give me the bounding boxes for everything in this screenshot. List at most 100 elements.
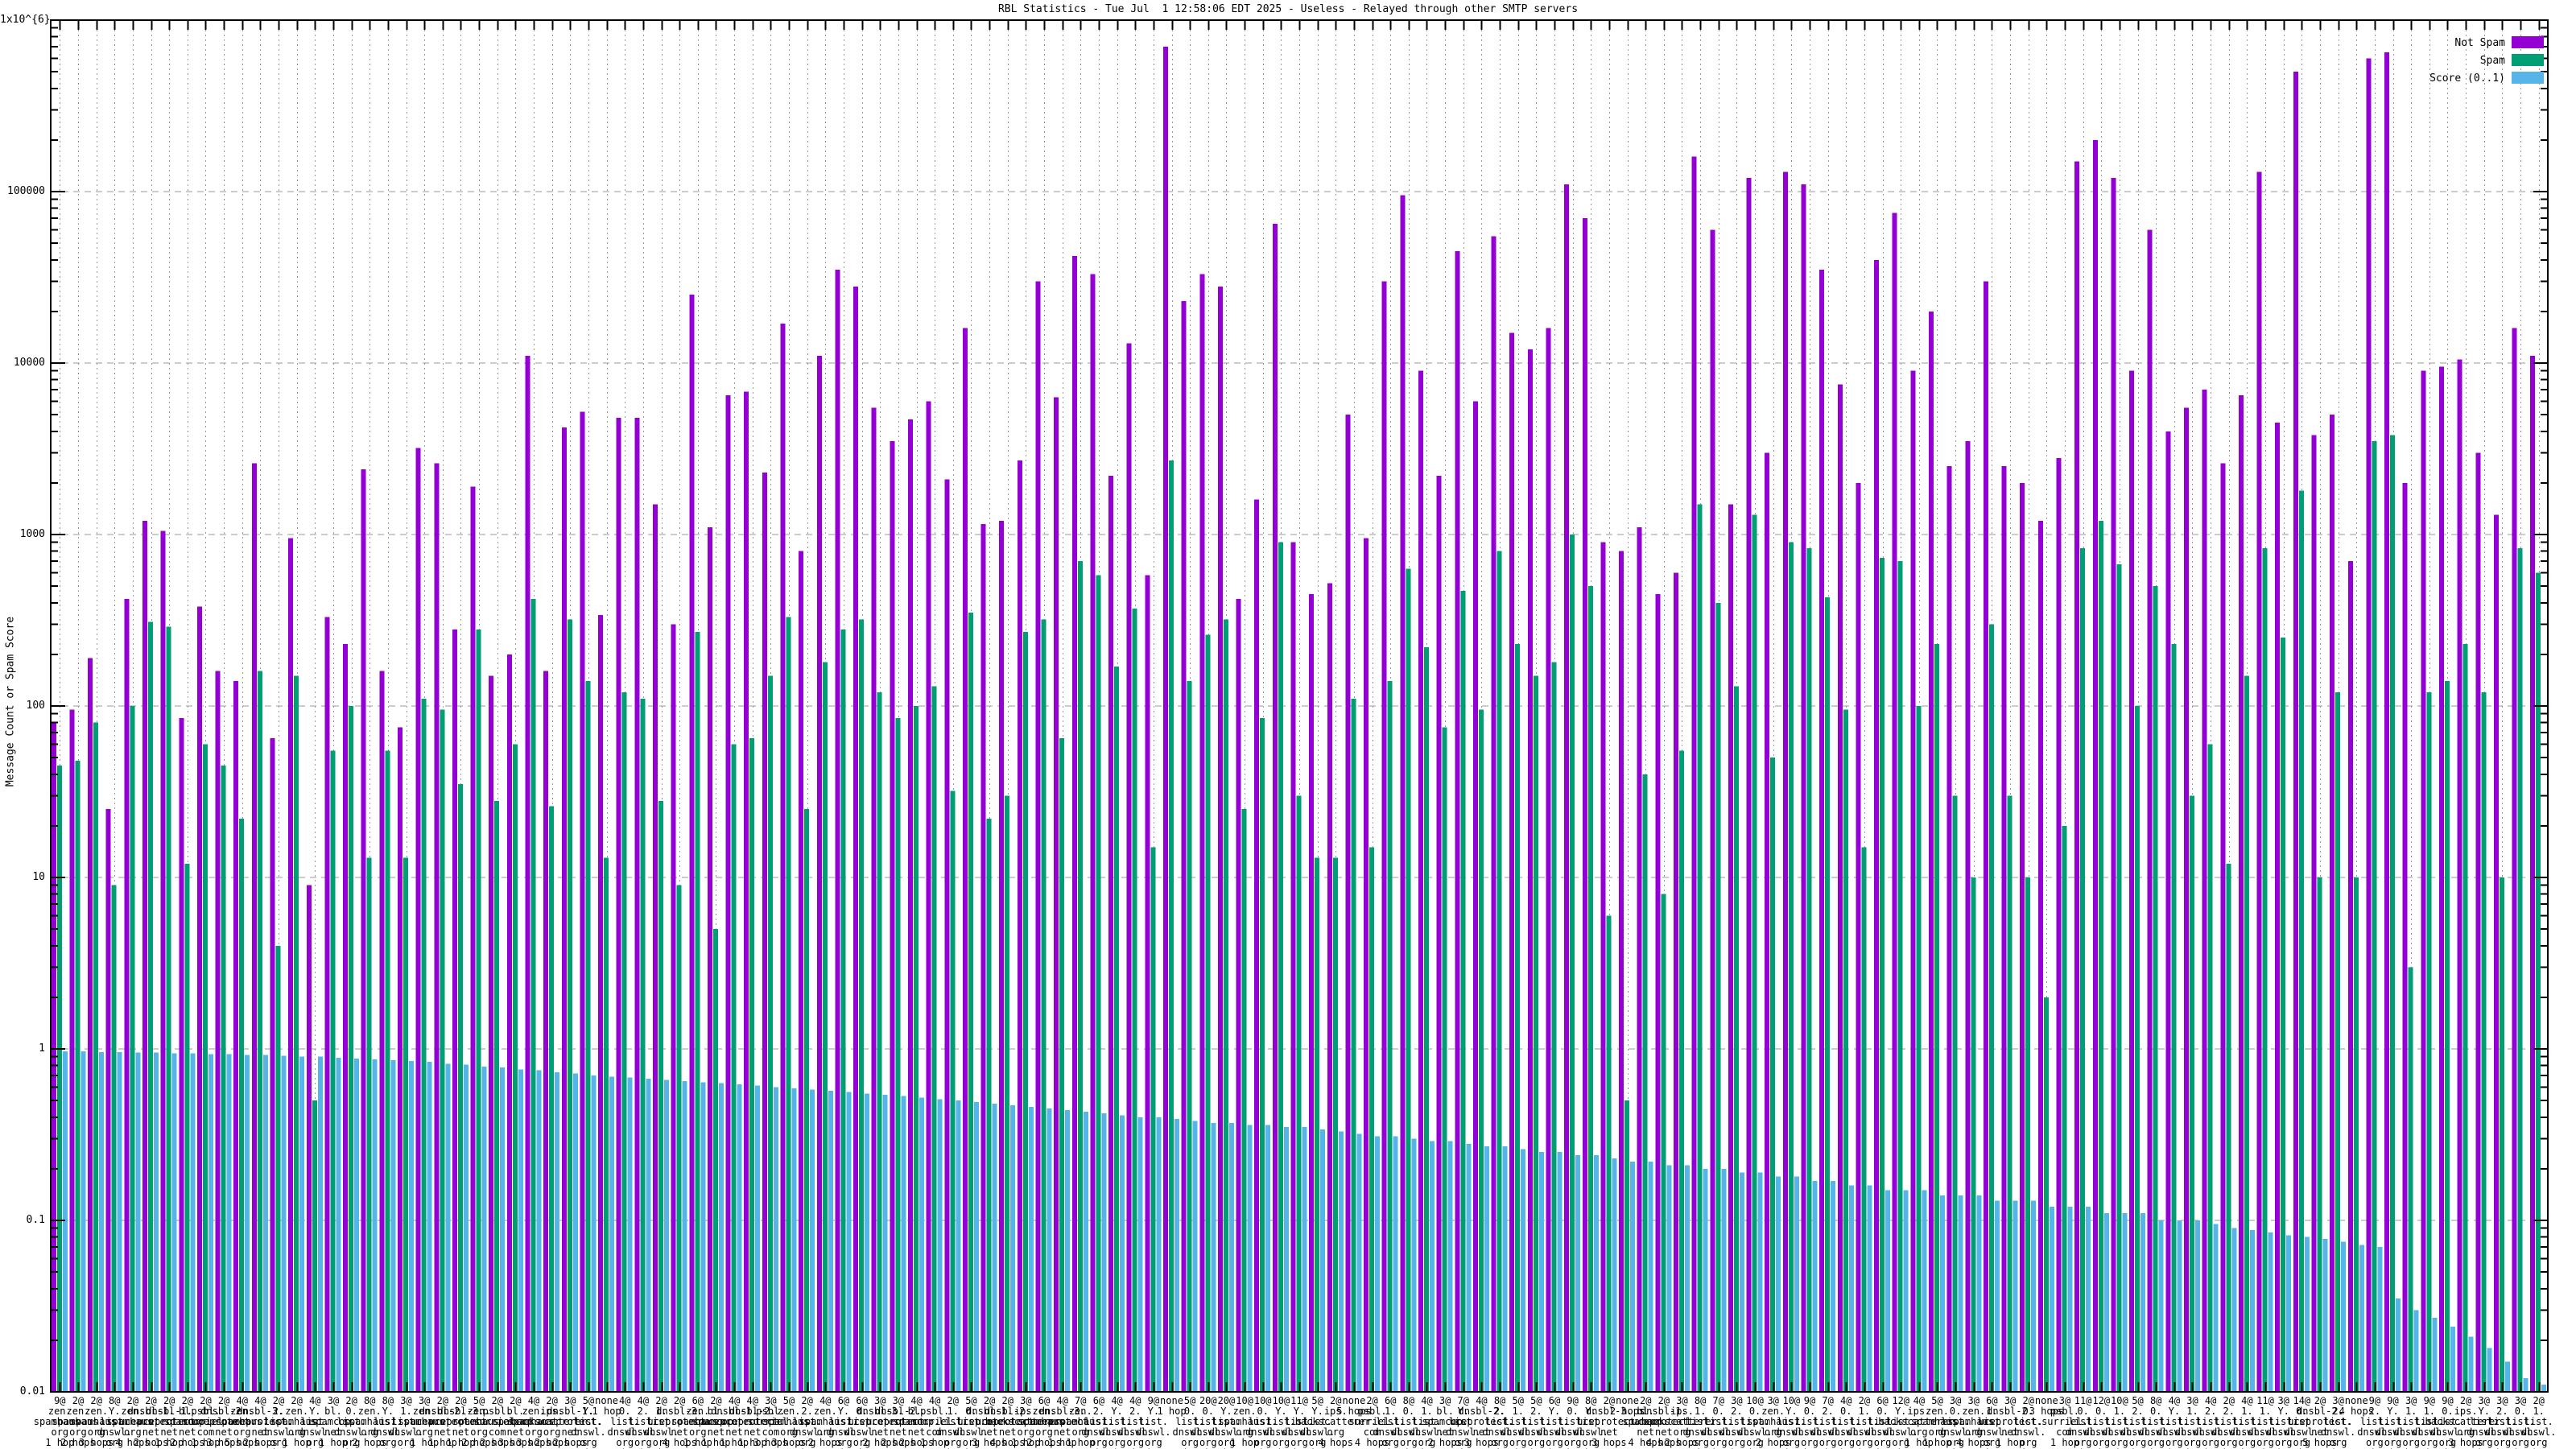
x-tick-label: 2@ 0. list. dnswl. org 2 hops — [333, 1395, 369, 1449]
bar-score — [846, 1092, 852, 1392]
bar-score — [956, 1100, 961, 1392]
legend-swatch — [2512, 54, 2544, 66]
x-tick-label: 8@ 0. list. dnswl. org 4 hops — [2138, 1395, 2174, 1449]
bar-score — [2031, 1200, 2037, 1392]
bar-score — [2177, 1220, 2182, 1392]
bar-score — [1994, 1200, 2000, 1392]
bar-spam — [1515, 644, 1521, 1392]
bar-not-spam — [1728, 504, 1733, 1392]
bar-score — [1703, 1168, 1708, 1392]
bar-spam — [2116, 564, 2122, 1392]
x-tick-label: 10@ Y. list. dnswl. org 4 hops — [1773, 1395, 1809, 1449]
bar-score — [2213, 1224, 2219, 1392]
bar-not-spam — [1017, 460, 1022, 1392]
x-tick-label: 10@ 1. list. dnswl. org 1 hop — [2102, 1395, 2137, 1449]
bar-not-spam — [470, 486, 476, 1392]
x-tick-label: 20@ 0. list. dnswl. org 1 hop — [1191, 1395, 1226, 1449]
bar-not-spam — [1145, 575, 1150, 1392]
bar-score — [2450, 1327, 2455, 1392]
bar-score — [810, 1089, 815, 1392]
bar-not-spam — [999, 521, 1005, 1392]
x-tick-label: 2@ zen. spamhaus. org 2 hops — [52, 1395, 105, 1448]
bar-spam — [1442, 727, 1447, 1392]
bar-spam — [1278, 542, 1283, 1393]
bar-not-spam — [1710, 229, 1715, 1392]
bar-not-spam — [1436, 476, 1442, 1392]
bar-score — [1557, 1152, 1563, 1392]
x-tick-label: none 1 hop — [1157, 1395, 1187, 1417]
bar-spam — [2408, 967, 2413, 1392]
bar-spam — [1496, 551, 1502, 1392]
x-tick-label: 3@ zen. spamhaus. org 4 hops — [1947, 1395, 2000, 1448]
bar-score — [609, 1076, 615, 1392]
bar-not-spam — [799, 551, 804, 1392]
x-tick-label: 6@ Y. list. dnswl. org 2 hops — [1537, 1395, 1572, 1449]
x-tick-label: 2@ 2. list. dnswl. org 2 hops — [789, 1395, 825, 1449]
bar-score — [2158, 1220, 2164, 1392]
bar-spam — [968, 613, 973, 1392]
bar-spam — [2353, 877, 2359, 1392]
bar-spam — [1752, 514, 1757, 1393]
bar-score — [664, 1080, 669, 1392]
bar-spam — [148, 621, 153, 1392]
bar-spam — [366, 857, 372, 1392]
x-tick-label: 14@ 0. list. dnswl. org 1 hop — [2284, 1395, 2319, 1449]
bar-spam — [1715, 602, 1721, 1392]
x-tick-label: 2@ 1. list. dnswl. org 3 hops — [935, 1395, 971, 1449]
bar-spam — [2062, 825, 2067, 1392]
bar-not-spam — [1236, 599, 1241, 1392]
bar-spam — [1223, 619, 1228, 1392]
bar-score — [755, 1085, 761, 1392]
bar-score — [572, 1073, 578, 1392]
x-tick-label: 4@ Y. list. dnswl. org 4 hops — [2157, 1395, 2192, 1449]
x-tick-label: 5@ zen. spamhaus. org 1 hop — [1910, 1395, 1963, 1448]
bar-score — [208, 1054, 213, 1392]
x-tick-label: 8@ Y. list. dnswl. org 3 hops — [1573, 1395, 1608, 1449]
bar-not-spam — [233, 680, 239, 1392]
bar-not-spam — [725, 394, 731, 1392]
bar-spam — [840, 629, 846, 1392]
bar-score — [1174, 1119, 1179, 1392]
bar-spam — [2335, 692, 2341, 1392]
bar-not-spam — [1655, 593, 1661, 1392]
bar-not-spam — [1181, 301, 1187, 1392]
bar-score — [536, 1070, 542, 1392]
bar-score — [2541, 1385, 2547, 1392]
x-tick-label: 4@ dnsbl-3. uceprotect. net 2 hops — [228, 1395, 293, 1448]
bar-spam — [239, 819, 245, 1392]
y-tick-label: 1x10^{6} — [0, 14, 51, 26]
x-tick-label: 5@ zen. spamhaus. org 2 hops — [452, 1395, 506, 1448]
bar-not-spam — [270, 737, 275, 1392]
x-tick-label: 3@ Y. list. dnswl. org 5 hops — [2265, 1395, 2301, 1449]
bar-spam — [1697, 504, 1703, 1392]
bar-spam — [330, 750, 336, 1392]
bar-score — [464, 1064, 469, 1392]
x-tick-label: 3@ 2. list. dnswl. org 4 hops — [2320, 1395, 2356, 1449]
bar-spam — [1315, 857, 1320, 1392]
bar-not-spam — [980, 524, 986, 1392]
bar-score — [700, 1082, 706, 1392]
bar-not-spam — [2475, 452, 2481, 1392]
bar-not-spam — [142, 521, 147, 1392]
x-tick-label: 6@ 1. list. dnswl. org 2 hops — [1974, 1395, 2010, 1449]
bar-not-spam — [415, 448, 421, 1392]
x-tick-label: 12@ 0. list. dnswl. org 1 hop — [2083, 1395, 2119, 1449]
bar-score — [99, 1051, 105, 1392]
bar-score — [390, 1060, 396, 1392]
bar-spam — [1606, 915, 1612, 1392]
bar-spam — [1806, 548, 1812, 1393]
bar-not-spam — [398, 727, 402, 1392]
x-tick-label: 12@ Y. list. dnswl. org 1 hop — [1883, 1395, 1918, 1449]
bar-score — [1666, 1165, 1672, 1392]
x-tick-label: 2@ dnsbl-1. uceprotect. net 2 hops — [118, 1395, 184, 1448]
bar-spam — [986, 819, 992, 1392]
x-tick-label: 2@ zen. spamhaus. org 3 hops — [70, 1395, 123, 1448]
bar-score — [1302, 1127, 1307, 1392]
x-tick-label: 10@ 0. list. dnswl. org 1 hop — [1245, 1395, 1281, 1449]
x-tick-label: 4@ 0. list. dnswl. org 1 hop — [607, 1395, 642, 1449]
bar-not-spam — [2184, 407, 2189, 1392]
bar-spam — [2517, 548, 2523, 1393]
bar-score — [1885, 1190, 1891, 1392]
bar-score — [919, 1097, 924, 1392]
bar-spam — [2190, 795, 2194, 1392]
